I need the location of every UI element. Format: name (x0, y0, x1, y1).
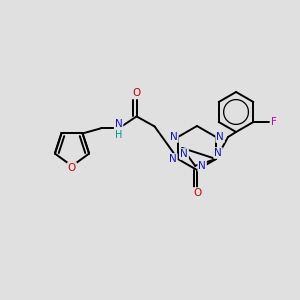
Text: N: N (198, 161, 206, 171)
Text: N: N (170, 132, 178, 142)
Text: N: N (169, 154, 177, 164)
Text: O: O (193, 188, 201, 198)
Text: O: O (68, 163, 76, 173)
Text: O: O (133, 88, 141, 98)
Text: N: N (180, 149, 188, 159)
Text: N: N (115, 119, 122, 129)
Text: F: F (272, 117, 277, 127)
Text: N: N (216, 132, 224, 142)
Text: N: N (214, 148, 222, 158)
Text: H: H (115, 130, 122, 140)
